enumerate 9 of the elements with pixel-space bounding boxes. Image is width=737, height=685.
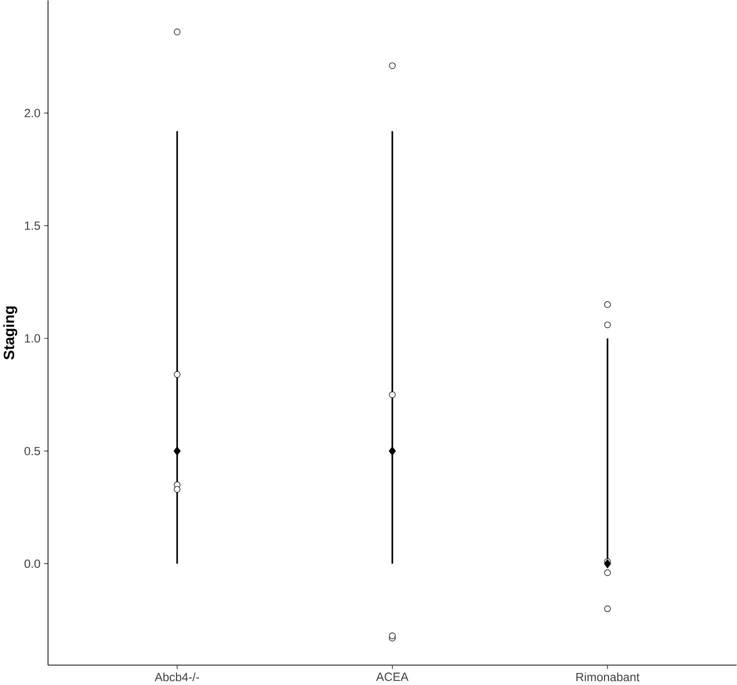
- x-tick-label: Abcb4-/-: [154, 672, 200, 682]
- x-tick-label: Rimonabant: [576, 672, 640, 682]
- y-tick-label: 1.5: [24, 222, 40, 230]
- y-tick-label: 1.0: [24, 334, 40, 343]
- y-tick-label: 2.0: [24, 109, 40, 118]
- y-tick-label: 0.5: [24, 447, 40, 456]
- x-tick-label: ACEA: [376, 672, 408, 682]
- y-axis-title: Staging: [3, 306, 18, 360]
- y-tick-label: 0.0: [24, 560, 40, 568]
